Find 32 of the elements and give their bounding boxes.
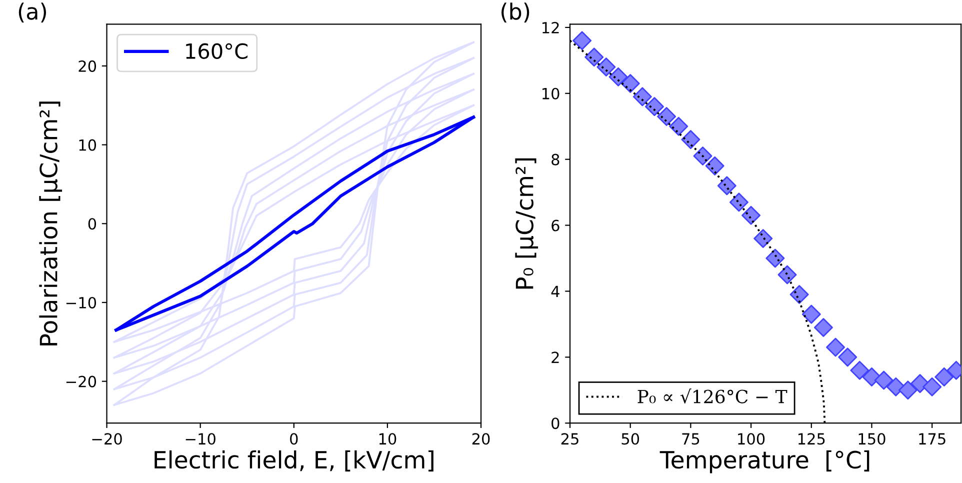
x-tick-label: 10 [379,433,396,445]
chart-title: (b) [502,2,530,22]
y-tick-label: 10 [79,139,96,151]
y-tick-label: 4 [551,286,560,298]
x-tick-label: 50 [622,433,640,445]
x-tick-label: 20 [472,433,490,445]
x-tick-label: 150 [858,433,886,445]
x-tick-label: −20 [92,433,122,445]
y-tick-label: −20 [66,376,96,388]
x-tick-label: 125 [798,433,825,445]
x-tick-label: 25 [561,433,578,445]
x-tick-label: −10 [186,433,216,445]
y-tick-label: 2 [552,352,559,363]
y-tick-label: 0 [88,218,96,230]
y-tick-label: 6 [552,220,560,232]
y-tick-label: 8 [552,154,560,166]
x-tick-label: 175 [919,433,946,445]
y-tick-label: 20 [78,60,96,72]
y-axis-title: P₀ [μC/cm²] [515,158,538,289]
y-tick-label: 12 [542,22,559,34]
x-axis-title: Temperature [°C] [660,450,870,474]
x-tick-label: 0 [290,433,298,445]
x-tick-label: 75 [682,433,700,445]
x-tick-label: 100 [738,433,765,445]
legend-label: P₀ ∝ √126°C − T [638,388,788,404]
y-tick-label: 0 [552,418,560,430]
y-axis-title: Polarization [μC/cm²] [39,102,62,346]
x-axis-title: Electric field, E, [kV/cm] [154,450,434,472]
y-tick-label: −10 [66,296,96,308]
chart-title: (a) [18,2,46,22]
legend-label: 160°C [186,43,248,60]
y-tick-label: 10 [542,88,560,100]
